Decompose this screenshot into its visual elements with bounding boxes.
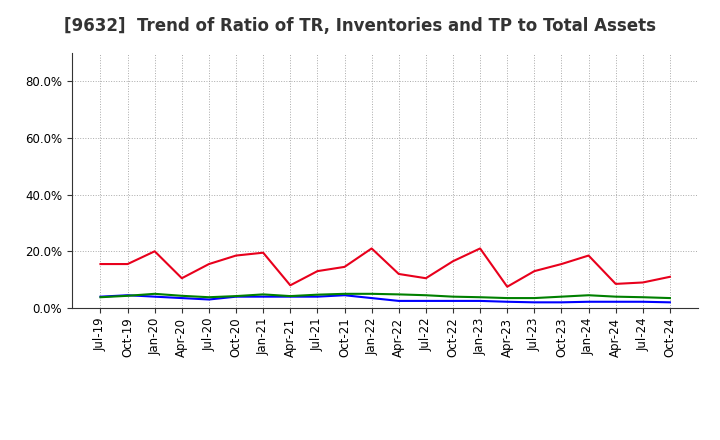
Trade Payables: [584, 293, 593, 298]
Trade Receivables: [96, 261, 105, 267]
Trade Payables: [503, 295, 511, 301]
Inventories: [557, 300, 566, 305]
Trade Receivables: [367, 246, 376, 251]
Trade Receivables: [259, 250, 268, 255]
Inventories: [476, 298, 485, 304]
Trade Receivables: [449, 259, 457, 264]
Line: Trade Receivables: Trade Receivables: [101, 249, 670, 287]
Inventories: [259, 294, 268, 299]
Inventories: [367, 295, 376, 301]
Inventories: [286, 294, 294, 299]
Trade Receivables: [232, 253, 240, 258]
Trade Receivables: [123, 261, 132, 267]
Trade Receivables: [150, 249, 159, 254]
Trade Receivables: [204, 261, 213, 267]
Trade Payables: [96, 295, 105, 300]
Inventories: [530, 300, 539, 305]
Trade Payables: [232, 293, 240, 299]
Inventories: [639, 299, 647, 304]
Trade Payables: [123, 293, 132, 298]
Trade Payables: [557, 294, 566, 299]
Trade Receivables: [584, 253, 593, 258]
Trade Receivables: [557, 261, 566, 267]
Trade Receivables: [665, 274, 674, 279]
Trade Payables: [421, 293, 430, 298]
Trade Payables: [476, 295, 485, 300]
Inventories: [503, 299, 511, 304]
Inventories: [449, 298, 457, 304]
Trade Receivables: [476, 246, 485, 251]
Trade Payables: [395, 292, 403, 297]
Trade Receivables: [313, 268, 322, 274]
Inventories: [341, 293, 349, 298]
Inventories: [611, 299, 620, 304]
Trade Payables: [611, 294, 620, 299]
Inventories: [395, 298, 403, 304]
Inventories: [178, 295, 186, 301]
Text: [9632]  Trend of Ratio of TR, Inventories and TP to Total Assets: [9632] Trend of Ratio of TR, Inventories…: [64, 18, 656, 35]
Inventories: [96, 294, 105, 299]
Inventories: [204, 297, 213, 302]
Trade Payables: [313, 292, 322, 297]
Line: Inventories: Inventories: [101, 295, 670, 302]
Trade Payables: [178, 293, 186, 298]
Trade Receivables: [611, 281, 620, 286]
Inventories: [123, 293, 132, 298]
Trade Payables: [639, 295, 647, 300]
Trade Payables: [204, 295, 213, 300]
Trade Receivables: [421, 275, 430, 281]
Inventories: [665, 300, 674, 305]
Trade Receivables: [530, 268, 539, 274]
Trade Payables: [449, 294, 457, 299]
Trade Receivables: [395, 271, 403, 277]
Inventories: [150, 294, 159, 299]
Trade Payables: [150, 291, 159, 297]
Inventories: [232, 294, 240, 299]
Trade Receivables: [286, 282, 294, 288]
Trade Payables: [530, 295, 539, 301]
Line: Trade Payables: Trade Payables: [101, 294, 670, 298]
Trade Payables: [286, 293, 294, 299]
Trade Payables: [665, 295, 674, 301]
Inventories: [584, 299, 593, 304]
Trade Receivables: [178, 275, 186, 281]
Trade Payables: [341, 291, 349, 297]
Inventories: [421, 298, 430, 304]
Trade Receivables: [341, 264, 349, 270]
Trade Receivables: [639, 280, 647, 285]
Trade Payables: [367, 291, 376, 297]
Inventories: [313, 294, 322, 299]
Trade Receivables: [503, 284, 511, 290]
Trade Payables: [259, 292, 268, 297]
